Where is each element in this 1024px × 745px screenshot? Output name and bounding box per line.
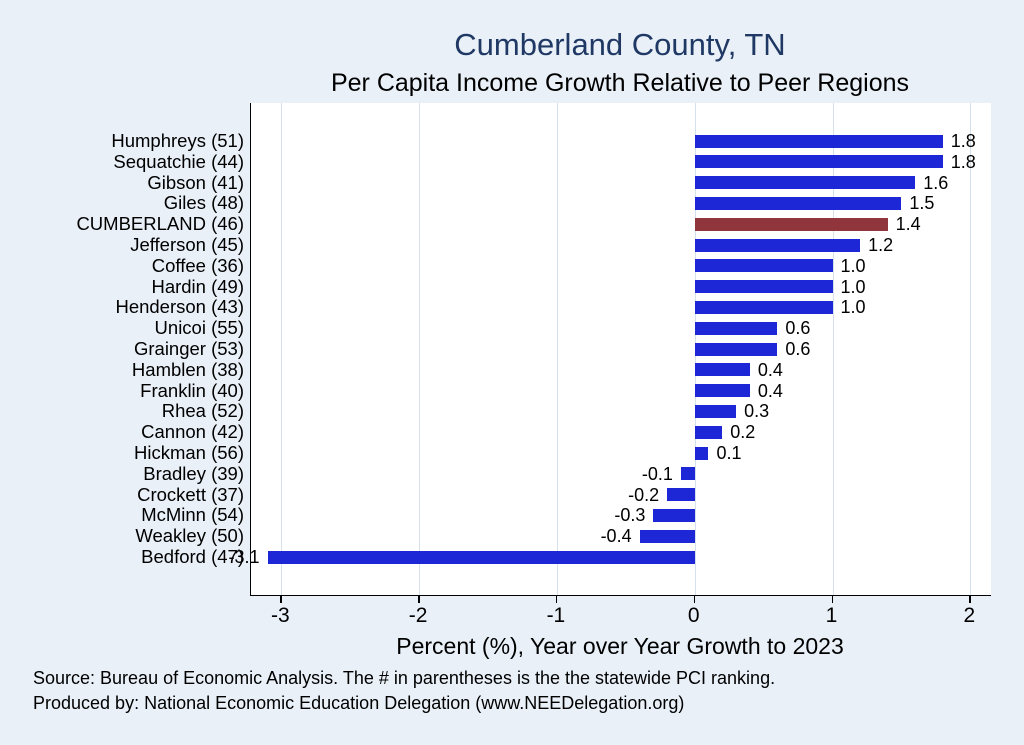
value-label: 1.2	[868, 235, 894, 255]
bar	[694, 363, 750, 377]
category-label: Grainger (53)	[133, 338, 244, 359]
value-label: 0.2	[730, 422, 756, 443]
footer-notes: Source: Bureau of Economic Analysis. The…	[33, 666, 1013, 716]
gridline	[281, 103, 283, 595]
bar	[694, 300, 833, 314]
value-label: 1.5	[909, 193, 935, 214]
category-label: Sequatchie (44)	[113, 150, 244, 172]
category-label: Henderson (43)	[115, 296, 244, 318]
category-label: Weakley (50)	[135, 525, 244, 547]
category-label: CUMBERLAND (46)	[76, 213, 244, 235]
value-label: -3.1	[228, 547, 260, 567]
value-label: 1.8	[950, 131, 976, 151]
bar	[694, 342, 778, 356]
x-tick-mark	[555, 596, 558, 603]
bar	[694, 176, 916, 190]
category-label: Hickman (56)	[134, 442, 244, 463]
gridline	[556, 103, 558, 595]
value-label: 0.6	[785, 318, 811, 339]
bar	[694, 280, 833, 294]
category-label: Rhea (52)	[161, 400, 244, 422]
x-tick-mark	[418, 596, 420, 603]
value-label: 0.3	[744, 401, 770, 422]
bar	[694, 196, 902, 210]
x-tick-label: 1	[825, 604, 838, 627]
x-tick-label: -2	[408, 604, 428, 627]
value-label: 0.4	[757, 380, 783, 401]
bar	[680, 467, 695, 481]
x-tick-mark	[831, 596, 833, 603]
bar	[694, 446, 709, 460]
bar	[694, 155, 943, 169]
x-tick-label: -1	[546, 604, 566, 627]
category-label: Crockett (37)	[137, 483, 244, 505]
bar	[694, 384, 750, 398]
x-tick-mark	[969, 596, 971, 603]
category-label: Humphreys (51)	[111, 130, 244, 151]
chart-subtitle: Per Capita Income Growth Relative to Pee…	[330, 69, 910, 97]
bar	[667, 488, 695, 502]
produced-by-note: Produced by: National Economic Education…	[33, 693, 685, 713]
value-label: -0.3	[614, 505, 646, 526]
category-label: Gibson (41)	[147, 171, 244, 193]
category-label: Giles (48)	[163, 192, 244, 214]
bar	[694, 425, 723, 439]
category-label: Unicoi (55)	[154, 317, 244, 339]
x-tick-label: 2	[963, 604, 976, 627]
category-label: Jefferson (45)	[130, 234, 244, 255]
source-note: Source: Bureau of Economic Analysis. The…	[33, 668, 776, 688]
value-label: 0.4	[757, 359, 783, 380]
value-label: -0.2	[628, 484, 660, 505]
x-axis-title: Percent (%), Year over Year Growth to 20…	[396, 633, 844, 659]
category-label: Bradley (39)	[143, 462, 244, 484]
value-label: 1.4	[895, 214, 921, 235]
value-label: 1.0	[840, 297, 866, 318]
value-label: 0.6	[785, 339, 811, 359]
gridline	[832, 103, 834, 595]
bar	[694, 404, 737, 418]
value-label: -0.4	[600, 526, 632, 547]
category-label: McMinn (54)	[141, 504, 244, 526]
bar	[653, 508, 695, 522]
bar-highlight	[694, 217, 888, 231]
bar	[694, 321, 778, 335]
bar	[694, 238, 861, 252]
category-label: Hardin (49)	[151, 275, 244, 297]
gridline	[970, 103, 972, 595]
chart-title: Cumberland County, TN	[454, 27, 786, 62]
category-label: Coffee (36)	[151, 254, 244, 276]
category-label: Cannon (42)	[141, 421, 244, 443]
value-label: 1.8	[950, 151, 976, 172]
value-label: 1.0	[840, 276, 866, 297]
gridline	[419, 103, 421, 595]
bar	[639, 529, 695, 543]
bar	[267, 550, 695, 564]
bar	[694, 259, 833, 273]
bar	[694, 134, 943, 148]
category-label: Bedford (47)	[141, 546, 244, 567]
category-label: Franklin (40)	[140, 379, 244, 401]
plot-area: 1.8 1.8 1.6 1.5 1.4 1.2 1.0 1.0 1.0 0.6 0.6 0.4 0.4 0…	[229, 103, 991, 596]
value-label: -0.1	[641, 463, 673, 484]
x-tick-mark	[693, 596, 696, 603]
category-label: Hamblen (38)	[131, 358, 244, 380]
value-label: 1.6	[923, 172, 949, 193]
value-label: 1.0	[840, 255, 866, 276]
value-label: 0.1	[716, 443, 742, 463]
x-tick-label: 0	[687, 604, 700, 627]
x-tick-label: -3	[270, 604, 290, 627]
x-tick-mark	[280, 596, 282, 603]
